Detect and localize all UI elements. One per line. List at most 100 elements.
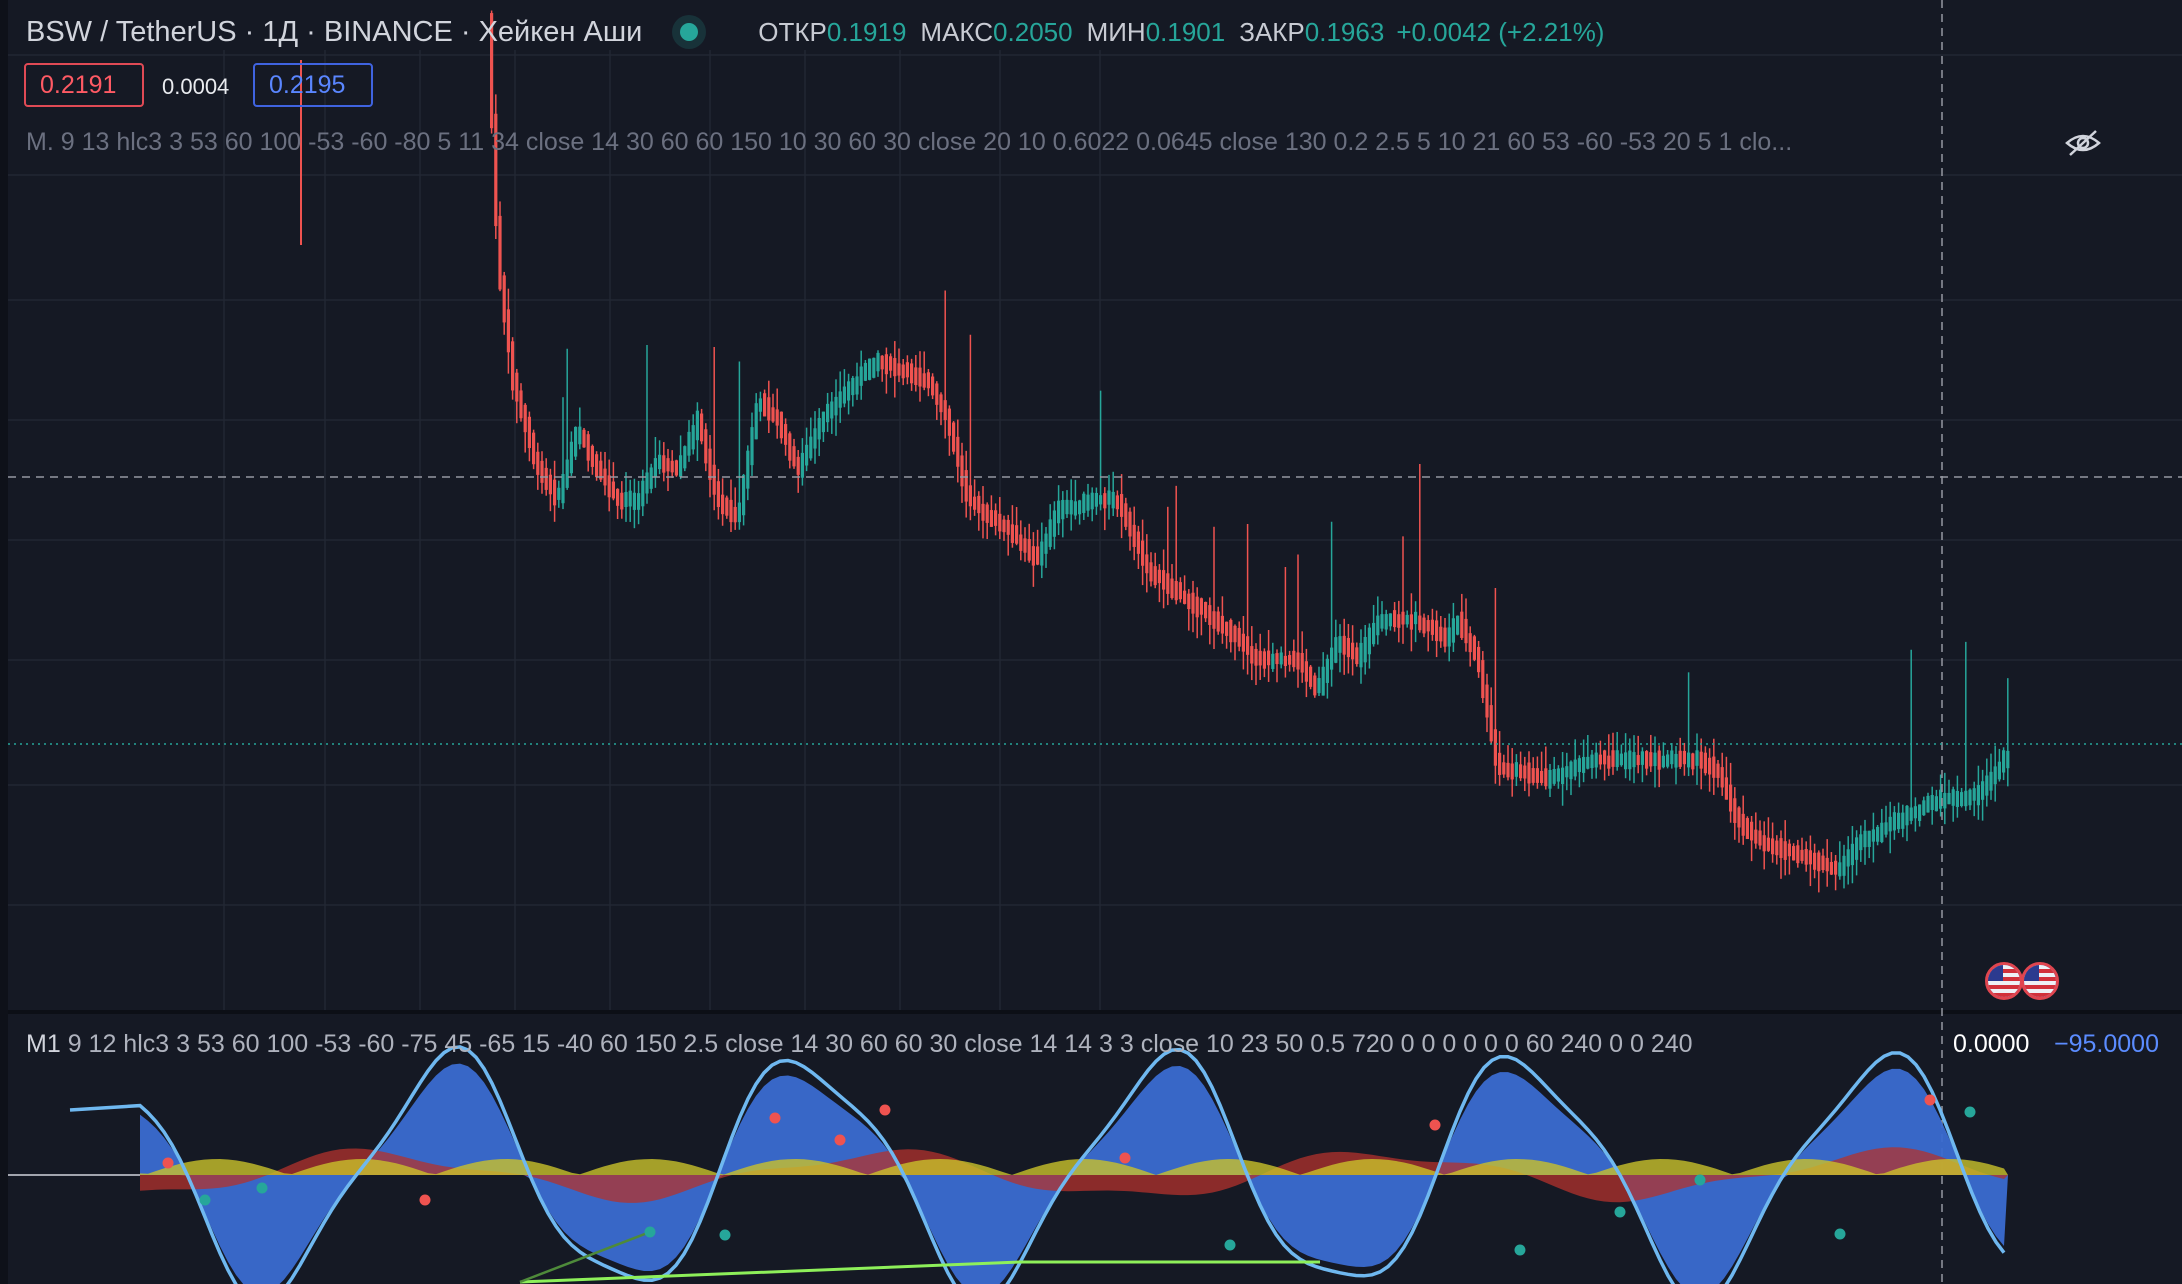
price-candle xyxy=(1842,855,1846,876)
price-candle xyxy=(1258,650,1262,666)
signal-dot xyxy=(1119,1152,1131,1164)
price-candle xyxy=(1926,795,1930,813)
price-candle xyxy=(1346,637,1350,658)
price-candle xyxy=(1283,655,1287,667)
price-candle xyxy=(1082,493,1086,513)
price-candle xyxy=(1813,852,1817,870)
price-candle xyxy=(1187,593,1191,610)
high-label: МАКС xyxy=(920,16,994,47)
price-candle xyxy=(1195,596,1199,618)
price-candle xyxy=(1590,754,1594,769)
price-candle xyxy=(931,376,935,396)
price-candle xyxy=(1989,771,1993,791)
price-candle xyxy=(1687,752,1691,768)
price-candle xyxy=(842,386,846,404)
price-candle xyxy=(716,481,720,508)
us-flag-icon[interactable] xyxy=(1985,962,2023,1000)
price-candle xyxy=(1880,822,1884,843)
price-candle xyxy=(1661,755,1665,768)
price-candle xyxy=(490,13,494,129)
price-candle xyxy=(1947,792,1951,805)
price-candle xyxy=(708,448,712,480)
price-candle xyxy=(1279,652,1283,665)
price-candle xyxy=(1376,615,1380,636)
price-candle xyxy=(1783,841,1787,860)
price-candle xyxy=(1225,621,1229,636)
price-candle xyxy=(1426,620,1430,632)
price-candle xyxy=(679,455,683,477)
price-candle xyxy=(645,472,649,494)
price-candle xyxy=(1535,768,1539,783)
price-candle xyxy=(855,376,859,395)
price-candle xyxy=(1409,614,1413,630)
symbol-title[interactable]: BSW / TetherUS · 1Д · BINANCE · Хейкен А… xyxy=(26,15,643,48)
price-candle xyxy=(1015,525,1019,544)
price-candle xyxy=(876,352,880,372)
signal-dot xyxy=(1224,1239,1236,1251)
price-candle xyxy=(1044,533,1048,554)
price-candle xyxy=(1670,750,1674,765)
price-candle xyxy=(1271,653,1275,669)
price-candle xyxy=(821,411,825,433)
main-indicator-legend[interactable]: M. 9 13 hlc3 3 53 60 100 -53 -60 -80 5 1… xyxy=(26,128,1793,156)
price-candle xyxy=(641,480,645,507)
price-candle xyxy=(989,510,993,527)
price-candle xyxy=(527,416,531,449)
price-candle xyxy=(1229,619,1233,643)
price-candle xyxy=(952,422,956,452)
price-candle xyxy=(1758,830,1762,846)
price-candle xyxy=(1577,758,1581,773)
price-candle xyxy=(1439,626,1443,642)
price-candle xyxy=(1065,499,1069,515)
price-candle xyxy=(1800,849,1804,861)
price-candle xyxy=(1086,494,1090,511)
price-candle xyxy=(1493,729,1497,766)
price-candle xyxy=(805,444,809,466)
price-candle xyxy=(1871,829,1875,842)
price-candle xyxy=(616,488,620,506)
price-candle xyxy=(1418,615,1422,631)
price-candle xyxy=(1393,610,1397,628)
signal-dot xyxy=(1514,1244,1526,1256)
price-candle xyxy=(1401,611,1405,625)
signal-dot xyxy=(419,1194,431,1206)
price-candle xyxy=(1275,653,1279,665)
price-candle xyxy=(1485,684,1489,718)
price-candle xyxy=(1313,675,1317,696)
divergence-line xyxy=(519,1260,1021,1284)
price-candle xyxy=(1212,611,1216,629)
price-candle xyxy=(733,506,737,523)
price-candle xyxy=(893,358,897,377)
sell-price-button[interactable]: 0.2191 xyxy=(24,63,144,107)
price-candle xyxy=(1771,838,1775,855)
ohlc-values: ОТКР 0.1919 МАКС 0.2050 МИН 0.1901 ЗАКР 0.19… xyxy=(744,17,1604,48)
price-candle xyxy=(1775,840,1779,856)
price-candle xyxy=(859,366,863,386)
price-candle xyxy=(1010,524,1014,543)
price-candle xyxy=(1132,524,1136,547)
price-candle xyxy=(746,450,750,489)
buy-price-button[interactable]: 0.2195 xyxy=(253,63,373,107)
price-candle xyxy=(1111,491,1115,509)
us-flag-icon[interactable] xyxy=(2021,962,2059,1000)
price-candle xyxy=(960,455,964,487)
price-candle xyxy=(553,479,557,506)
price-candle xyxy=(1472,636,1476,660)
price-candle xyxy=(1334,637,1338,663)
sub-indicator-legend[interactable]: M1 9 12 hlc3 3 53 60 100 -53 -60 -75 45 … xyxy=(26,1030,1693,1059)
price-candle xyxy=(519,390,523,419)
price-candle xyxy=(788,433,792,461)
signal-dot xyxy=(256,1182,268,1194)
signal-dot xyxy=(1614,1206,1626,1218)
price-candle xyxy=(1922,800,1926,816)
price-candle xyxy=(1464,618,1468,644)
signal-dot xyxy=(1429,1119,1441,1131)
price-candle xyxy=(1909,807,1913,821)
eye-off-icon[interactable] xyxy=(2064,128,2102,158)
price-candle xyxy=(851,377,855,396)
price-candle xyxy=(1136,531,1140,554)
price-candle xyxy=(981,503,985,521)
price-candle xyxy=(1905,805,1909,826)
price-candle xyxy=(1204,601,1208,619)
